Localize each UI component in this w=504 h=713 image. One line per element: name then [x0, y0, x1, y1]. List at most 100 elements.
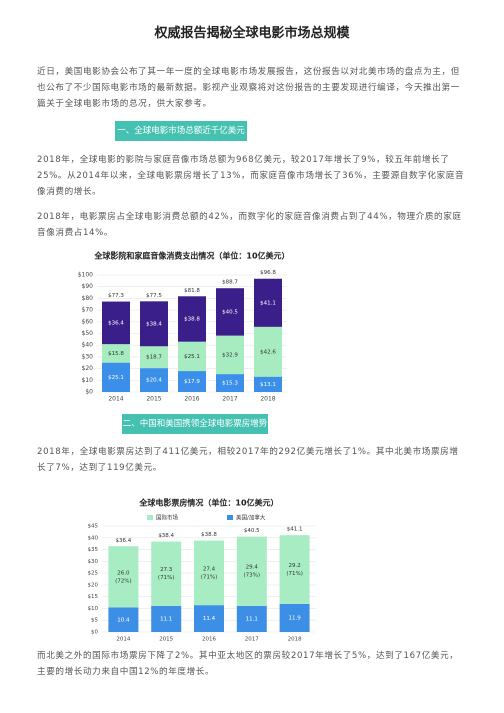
x-tick-label: 2015: [159, 637, 173, 643]
share-label: (71%): [201, 574, 218, 580]
total-label: $38.8: [201, 532, 217, 538]
bar-segment: [102, 344, 130, 363]
bar-segment: [254, 278, 282, 327]
bar-label: 10.4: [117, 617, 130, 623]
share-label: (71%): [158, 575, 175, 581]
x-tick-label: 2017: [222, 396, 237, 403]
y-tick-label: $50: [82, 330, 94, 337]
bar-segment: [236, 605, 267, 632]
paragraph: 2018年，电影票房占全球电影消费总额的42%，而数字化的家庭音像消费占到了44…: [37, 212, 462, 238]
y-tick-label: $35: [88, 547, 99, 553]
bar-label: $20.4: [146, 378, 162, 384]
bar-segment: [216, 374, 244, 392]
total-label: $40.5: [244, 528, 260, 534]
bar-segment: [140, 368, 168, 392]
total-label: $38.4: [158, 533, 174, 539]
bar-segment: [216, 335, 244, 375]
total-label: $41.1: [287, 527, 303, 533]
bar-segment: [102, 301, 130, 345]
total-label: $88.7: [222, 280, 238, 286]
y-tick-label: $0: [85, 389, 93, 396]
bar-segment: [254, 376, 282, 392]
bar-label: $38.8: [184, 316, 200, 322]
bar-label: $17.9: [184, 379, 200, 385]
bar-label: $15.3: [222, 381, 238, 387]
legend-label: 美国/加拿大: [236, 514, 266, 522]
bar-label: 11.4: [203, 616, 216, 622]
legend-swatch: [147, 515, 153, 520]
total-label: $77.3: [108, 293, 124, 299]
bar-segment: [194, 605, 224, 632]
bar-segment: [178, 371, 206, 392]
bar-label: $42.6: [260, 349, 276, 355]
y-tick-label: $20: [88, 582, 99, 588]
paragraph: 2018年，全球电影票房达到了411亿美元，相较2017年的292亿美元增长了1…: [37, 447, 459, 473]
total-label: $81.8: [184, 288, 200, 294]
bar-segment: [254, 326, 282, 377]
total-label: $36.4: [116, 538, 132, 544]
bar-segment: [279, 535, 310, 604]
bar-segment: [102, 362, 130, 392]
y-tick-label: $30: [88, 559, 99, 565]
bar-label: $36.4: [108, 320, 124, 326]
x-tick-label: 2017: [245, 637, 259, 643]
bar-segment: [108, 546, 139, 608]
bar-segment: [108, 607, 139, 632]
y-tick-label: $90: [82, 283, 94, 290]
bar-label: $40.5: [222, 309, 238, 315]
chart: 全球电影票房情况（单位：10亿美元） $0 $5 $10 $15 $20 $25 $30 $35…: [88, 498, 316, 643]
y-tick-label: $40: [82, 342, 94, 349]
x-tick-label: 2014: [116, 637, 130, 643]
y-tick-label: $20: [82, 365, 94, 372]
bar-label: 27.3: [160, 567, 173, 573]
y-tick-label: $5: [91, 618, 98, 624]
y-tick-label: $60: [82, 318, 94, 325]
bar-segment: [216, 288, 244, 336]
y-tick-label: $45: [88, 524, 99, 530]
section-heading: 一、全球电影市场总额近千亿美元: [115, 121, 247, 141]
bar-label: 11.1: [160, 616, 172, 622]
x-tick-label: 2016: [202, 637, 216, 643]
share-label: (71%): [286, 571, 303, 577]
bar-label: 29.4: [246, 565, 259, 571]
bar-segment: [178, 296, 206, 342]
bar-label: 29.2: [288, 563, 300, 569]
y-tick-label: $30: [82, 353, 94, 360]
x-tick-label: 2015: [146, 396, 161, 403]
bar-segment: [178, 341, 206, 372]
y-tick-label: $80: [82, 295, 94, 302]
y-tick-label: $15: [88, 594, 99, 600]
bar-label: $25.1: [108, 375, 124, 381]
bar-segment: [279, 603, 310, 632]
x-tick-label: 2016: [184, 396, 199, 403]
y-tick-label: $40: [88, 535, 99, 541]
bar-segment: [140, 301, 168, 347]
bar-label: $18.7: [146, 355, 162, 361]
chart: 全球影院和家庭音像消费支出情况（单位：10亿美元） $0 $10 $20 $30 $40 $…: [78, 251, 290, 403]
legend-label: 国际市场: [156, 514, 179, 522]
bar-label: $41.1: [260, 300, 276, 306]
y-tick-label: $70: [82, 307, 94, 314]
bar-segment: [151, 605, 182, 632]
bar-segment: [140, 346, 168, 369]
share-label: (73%): [244, 573, 261, 579]
bar-label: $15.8: [108, 351, 124, 357]
paragraph: 近日，美国电影协会公布了其一年一度的全球电影市场发展报告，这份报告以对北美市场的…: [37, 67, 460, 109]
chart-title: 全球电影票房情况（单位：10亿美元）: [138, 498, 278, 508]
total-label: $77.5: [146, 293, 162, 299]
y-tick-label: $10: [88, 606, 99, 612]
paragraph: 2018年，全球电影的影院与家庭音像市场总额为968亿美元，较2017年增长了9…: [37, 155, 465, 197]
x-tick-label: 2014: [108, 396, 123, 403]
chart-title: 全球影院和家庭音像消费支出情况（单位：10亿美元）: [93, 251, 289, 261]
share-label: (72%): [115, 578, 132, 584]
bar-label: 27.4: [203, 566, 216, 572]
bar-label: $32.9: [222, 352, 238, 358]
bar-segment: [236, 536, 267, 606]
y-tick-label: $25: [88, 571, 99, 577]
bar-label: $38.4: [146, 321, 162, 327]
bar-segment: [151, 541, 182, 606]
total-label: $96.8: [260, 270, 276, 276]
bar-label: 26.0: [117, 570, 130, 576]
bar-segment: [194, 540, 224, 606]
